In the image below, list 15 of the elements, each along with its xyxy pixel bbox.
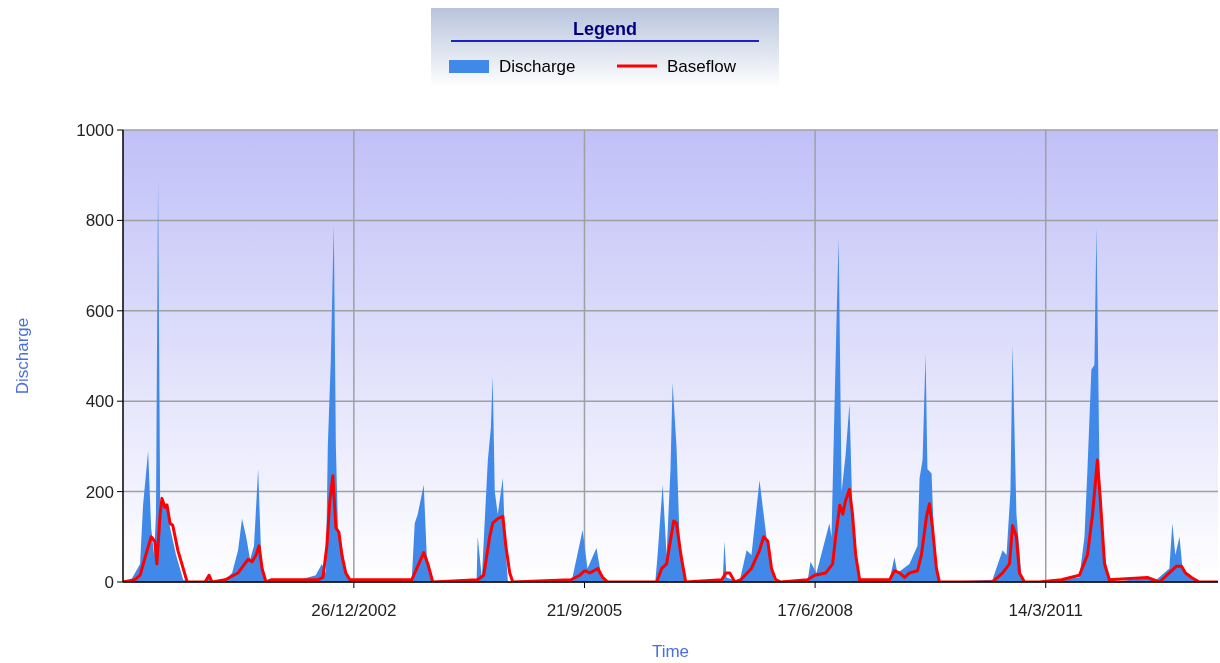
y-tick-label: 400 [85, 392, 114, 412]
y-tick-label: 200 [85, 482, 114, 502]
legend-label: Discharge [499, 57, 576, 76]
y-tick-label: 800 [85, 211, 114, 231]
x-tick-label: 14/3/2011 [1008, 601, 1083, 620]
y-tick-label: 600 [85, 301, 114, 321]
legend-label: Baseflow [667, 57, 737, 76]
legend-title: Legend [572, 19, 638, 39]
x-tick-label: 21/9/2005 [546, 601, 623, 620]
x-axis-title: Time [651, 642, 690, 661]
x-tick-label: 17/6/2008 [777, 601, 853, 620]
y-tick-label: 0 [104, 572, 114, 592]
y-tick-label: 1000 [76, 120, 114, 140]
x-tick-label: 26/12/2002 [311, 601, 397, 620]
y-axis-title: Discharge [13, 317, 32, 395]
